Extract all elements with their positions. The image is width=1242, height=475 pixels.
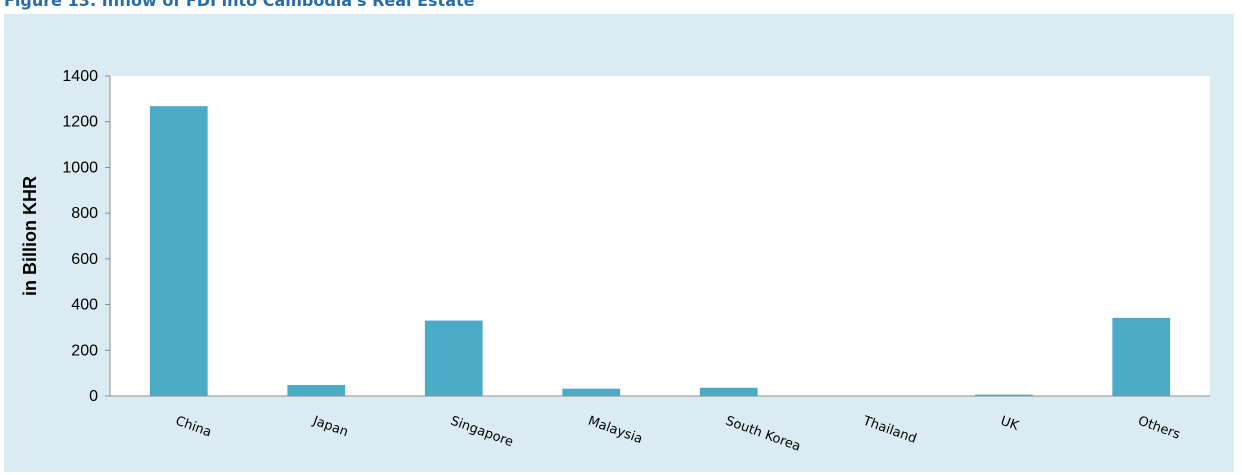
bar-chart: 0 200 400 600 800 1000 1200 1400 China Japan Sing… — [20, 68, 1210, 455]
y-tick-label: 1200 — [62, 114, 98, 131]
bar-others — [1112, 317, 1171, 396]
bar-south-korea — [699, 387, 758, 396]
bar-uk — [974, 394, 1033, 396]
plot-area — [110, 76, 1210, 396]
y-tick-label: 0 — [89, 388, 98, 405]
y-tick-label: 1000 — [62, 159, 98, 176]
x-tick-label: Malaysia — [586, 414, 645, 448]
chart-panel: 0 200 400 600 800 1000 1200 1400 China Japan Sing… — [4, 14, 1234, 472]
y-tick-label: 400 — [71, 297, 98, 314]
y-tick-label: 600 — [71, 251, 98, 268]
bars-group — [149, 106, 1171, 397]
x-tick-label: Others — [1136, 414, 1182, 443]
y-axis-label: in Billion KHR — [20, 176, 40, 296]
y-tick-label: 1400 — [62, 68, 98, 85]
bar-japan — [287, 385, 346, 396]
x-tick-label: Singapore — [448, 414, 515, 451]
x-tick-label: China — [173, 414, 213, 441]
y-tick-label: 200 — [71, 342, 98, 359]
bar-singapore — [424, 320, 483, 396]
x-tick-label: South Korea — [723, 414, 802, 455]
x-tick-label: UK — [998, 414, 1021, 434]
bar-malaysia — [562, 388, 621, 396]
x-tick-label: Thailand — [860, 413, 919, 447]
x-tick-labels: China Japan Singapore Malaysia South Korea Th… — [173, 413, 1182, 454]
figure-title: Figure 13: Inflow of FDI into Cambodia's… — [4, 0, 475, 10]
x-tick-label: Japan — [310, 413, 350, 440]
y-tick-labels: 0 200 400 600 800 1000 1200 1400 — [62, 68, 98, 405]
bar-china — [149, 106, 208, 397]
y-tick-label: 800 — [71, 205, 98, 222]
axes-group — [105, 75, 1210, 397]
